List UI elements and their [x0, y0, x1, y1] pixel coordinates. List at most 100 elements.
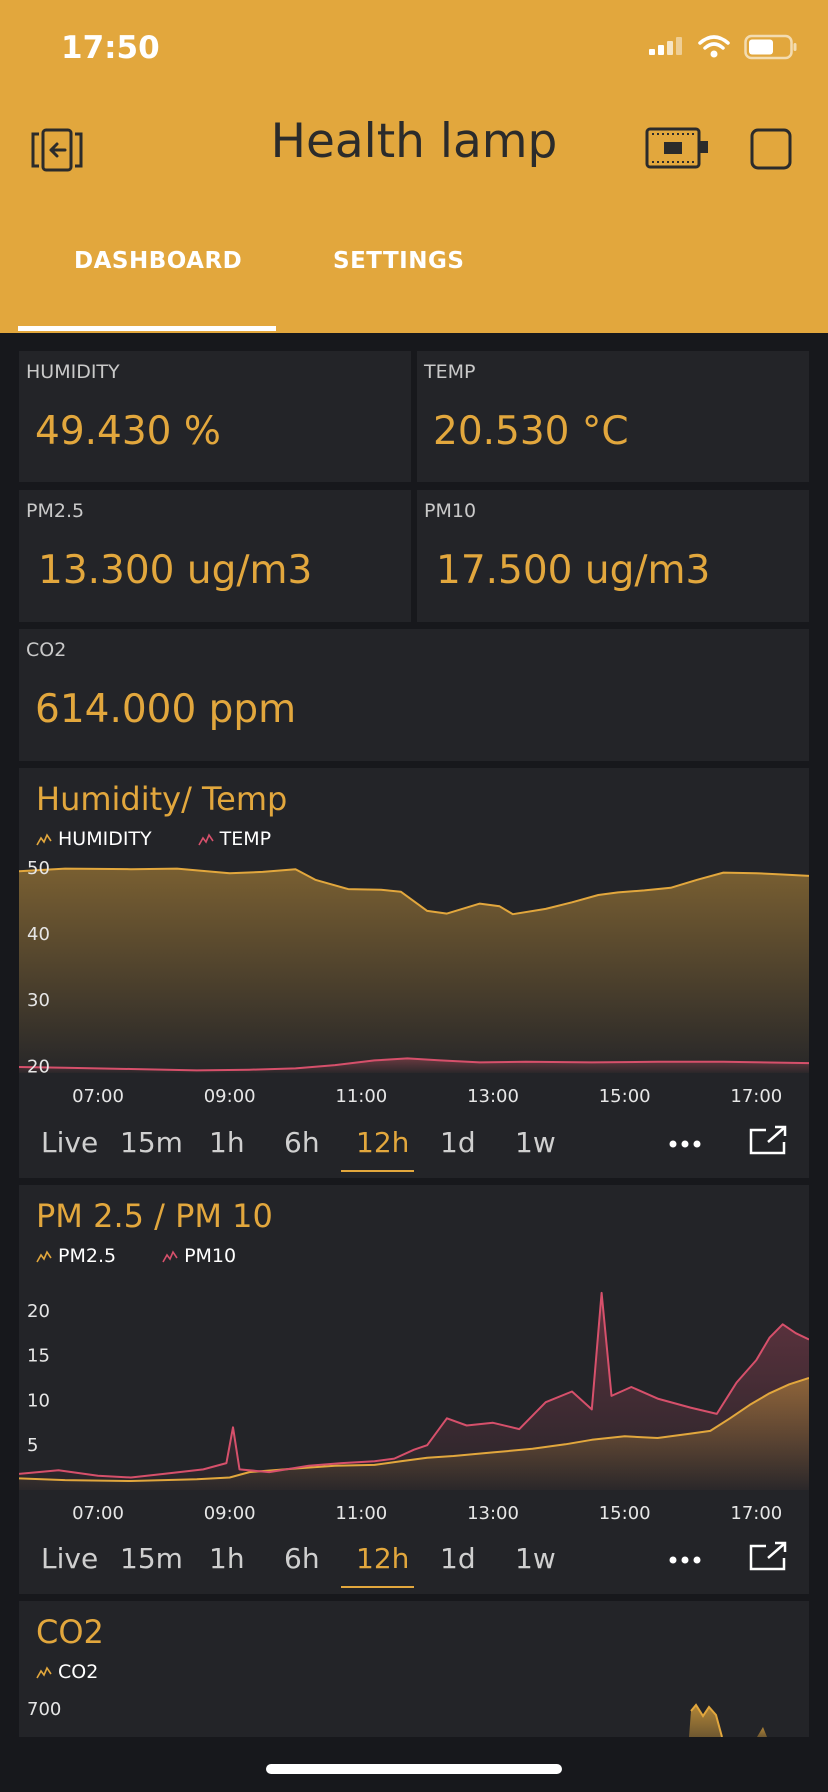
exit-icon — [31, 128, 83, 172]
legend-label: PM2.5 — [58, 1245, 117, 1267]
range-12h-button[interactable]: 12h — [356, 1542, 410, 1575]
tile-value: 17.500 ug/m3 — [436, 548, 711, 593]
tile-label: HUMIDITY — [26, 361, 120, 383]
time-range-selector: Live 15m 1h 6h 12h 1d 1w — [19, 1524, 809, 1594]
range-1d-button[interactable]: 1d — [440, 1542, 476, 1575]
y-tick-label: 10 — [27, 1390, 50, 1411]
y-tick-label: 15 — [27, 1346, 50, 1367]
more-options-icon[interactable] — [667, 1138, 703, 1150]
expand-chart-icon[interactable] — [748, 1124, 788, 1156]
y-tick-label: 30 — [27, 990, 50, 1011]
humidity-temp-chart: 50 40 30 20 07:00 09:00 11:00 13:00 15:00 17:00 — [19, 858, 809, 1107]
x-tick-label: 07:00 — [72, 1086, 124, 1107]
range-12h-button[interactable]: 12h — [356, 1126, 410, 1159]
line-chart-icon — [36, 1250, 52, 1263]
x-tick-label: 17:00 — [730, 1086, 782, 1107]
y-tick-label: 40 — [27, 924, 50, 945]
line-chart-icon — [36, 1666, 52, 1679]
line-chart-icon — [162, 1250, 178, 1263]
series-area-humidity — [19, 868, 809, 1073]
temp-tile: TEMP 20.530 °C — [417, 351, 809, 482]
range-1h-button[interactable]: 1h — [209, 1542, 245, 1575]
x-tick-label: 11:00 — [335, 1086, 387, 1107]
series-line-pm10 — [19, 1291, 809, 1479]
back-button[interactable] — [28, 124, 86, 176]
range-6h-button[interactable]: 6h — [284, 1542, 320, 1575]
more-options-icon[interactable] — [667, 1554, 703, 1566]
legend-item[interactable]: TEMP — [197, 828, 272, 850]
tile-label: PM10 — [424, 500, 477, 522]
range-live-button[interactable]: Live — [41, 1126, 99, 1159]
range-1h-button[interactable]: 1h — [209, 1126, 245, 1159]
x-tick-label: 07:00 — [72, 1503, 124, 1524]
chart-title: CO2 — [36, 1613, 104, 1651]
x-tick-label: 09:00 — [204, 1503, 256, 1524]
stop-button[interactable] — [750, 128, 792, 170]
chart-title: Humidity/ Temp — [36, 780, 288, 818]
x-tick-label: 11:00 — [335, 1503, 387, 1524]
device-button[interactable] — [644, 124, 710, 172]
range-1w-button[interactable]: 1w — [515, 1126, 556, 1159]
battery-icon — [744, 34, 797, 60]
humidity-temp-chart-card: 50 40 30 20 07:00 09:00 11:00 13:00 15:00 17:00 H… — [19, 768, 809, 1178]
stop-square-icon — [750, 128, 792, 170]
active-range-underline — [341, 1586, 414, 1588]
chart-legend: CO2 — [36, 1661, 98, 1683]
line-chart-icon — [36, 833, 52, 846]
x-tick-label: 15:00 — [599, 1086, 651, 1107]
tile-value: 614.000 ppm — [35, 687, 297, 732]
status-time: 17:50 — [61, 30, 160, 66]
co2-tile: CO2 614.000 ppm — [19, 629, 809, 761]
y-tick-label: 700 — [27, 1699, 62, 1720]
chart-legend: PM2.5 PM10 — [36, 1245, 236, 1267]
x-tick-label: 13:00 — [467, 1086, 519, 1107]
legend-item[interactable]: PM10 — [162, 1245, 236, 1267]
time-range-selector: Live 15m 1h 6h 12h 1d 1w — [19, 1108, 809, 1178]
tile-value: 13.300 ug/m3 — [38, 548, 313, 593]
x-tick-label: 09:00 — [204, 1086, 256, 1107]
y-tick-label: 5 — [27, 1435, 38, 1456]
series-line-temp — [19, 1057, 809, 1072]
expand-chart-icon[interactable] — [748, 1540, 788, 1572]
co2-chart-peek — [689, 1703, 767, 1737]
range-live-button[interactable]: Live — [41, 1542, 99, 1575]
x-tick-label: 15:00 — [599, 1503, 651, 1524]
series-line-humidity — [19, 867, 809, 916]
range-1d-button[interactable]: 1d — [440, 1126, 476, 1159]
cellular-signal-icon — [649, 37, 682, 55]
wifi-icon — [698, 35, 730, 58]
tab-dashboard[interactable]: DASHBOARD — [74, 248, 243, 274]
tile-value: 49.430 % — [35, 409, 221, 454]
home-indicator — [266, 1764, 562, 1774]
y-tick-label: 50 — [27, 858, 50, 879]
range-15m-button[interactable]: 15m — [120, 1542, 183, 1575]
series-area-pm2.5 — [19, 1378, 809, 1490]
legend-label: TEMP — [219, 828, 272, 850]
active-range-underline — [341, 1170, 414, 1172]
page-title: Health lamp — [270, 114, 558, 169]
tile-label: TEMP — [424, 361, 476, 383]
tab-settings[interactable]: SETTINGS — [333, 248, 465, 274]
legend-item[interactable]: PM2.5 — [36, 1245, 116, 1267]
range-6h-button[interactable]: 6h — [284, 1126, 320, 1159]
co2-chart-card: CO2 CO2 700 — [19, 1601, 809, 1737]
status-icons — [648, 34, 798, 60]
y-tick-label: 20 — [27, 1301, 50, 1322]
x-tick-label: 17:00 — [730, 1503, 782, 1524]
line-chart-icon — [197, 833, 214, 846]
range-1w-button[interactable]: 1w — [515, 1542, 556, 1575]
humidity-tile: HUMIDITY 49.430 % — [19, 351, 411, 482]
pm-chart-card: 20 15 10 5 07:00 09:00 11:00 13:00 15:00 17:00 PM… — [19, 1185, 809, 1594]
legend-item[interactable]: HUMIDITY — [36, 828, 152, 850]
tile-label: CO2 — [26, 639, 67, 661]
legend-label: CO2 — [58, 1661, 99, 1683]
legend-label: PM10 — [184, 1245, 237, 1267]
x-tick-label: 13:00 — [467, 1503, 519, 1524]
legend-item[interactable]: CO2 — [36, 1661, 98, 1683]
active-tab-indicator — [18, 326, 276, 331]
pm10-tile: PM10 17.500 ug/m3 — [417, 490, 809, 622]
y-tick-label: 20 — [27, 1056, 50, 1077]
chart-title: PM 2.5 / PM 10 — [36, 1197, 273, 1235]
range-15m-button[interactable]: 15m — [120, 1126, 183, 1159]
pm-chart: 20 15 10 5 07:00 09:00 11:00 13:00 15:00 17:00 — [19, 1291, 809, 1524]
